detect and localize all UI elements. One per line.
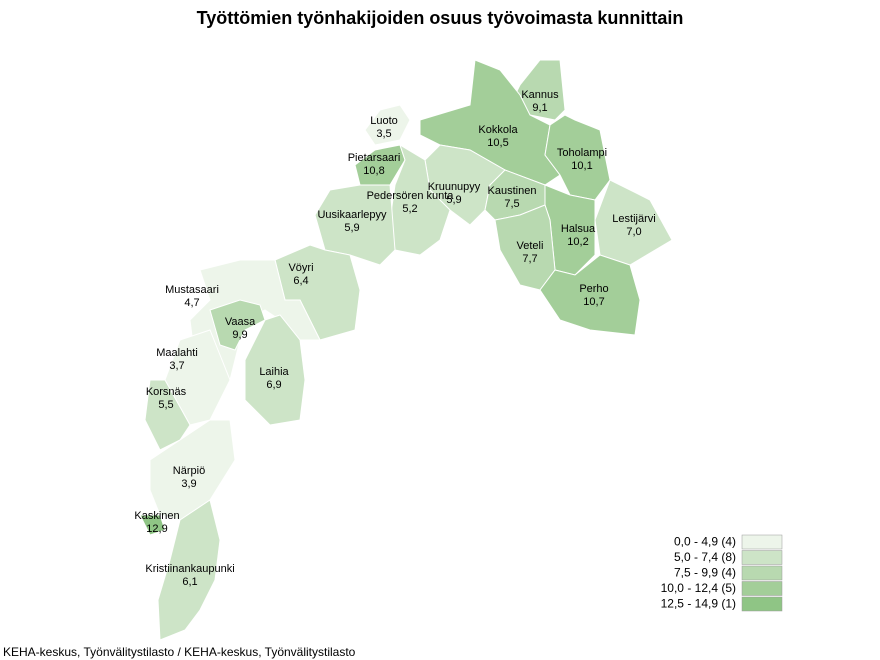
region [157, 499, 221, 641]
region [244, 314, 306, 426]
legend-swatch [741, 596, 783, 612]
region-name: Pedersören kunta [367, 190, 455, 202]
region-name: Maalahti [156, 347, 198, 359]
region-value: 5,9 [446, 194, 461, 206]
region-name: Halsua [561, 223, 596, 235]
region-value: 10,2 [567, 236, 588, 248]
legend-label: 12,5 - 14,9 (1) [661, 597, 736, 611]
region-value: 10,1 [571, 160, 592, 172]
region-value: 5,9 [344, 222, 359, 234]
region-value: 6,4 [293, 275, 308, 287]
map-title: Työttömien työnhakijoiden osuus työvoima… [197, 8, 684, 28]
legend-label: 10,0 - 12,4 (5) [661, 581, 736, 595]
region-name: Kruunupyy [428, 181, 481, 193]
region-name: Toholampi [557, 147, 607, 159]
region-name: Perho [579, 283, 608, 295]
region-value: 3,7 [169, 360, 184, 372]
region-name: Pietarsaari [348, 152, 401, 164]
region-name: Laihia [259, 366, 289, 378]
region-value: 7,7 [522, 253, 537, 265]
region-value: 10,7 [583, 296, 604, 308]
region-value: 5,2 [402, 203, 417, 215]
region-name: Närpiö [173, 465, 205, 477]
region-name: Kristiinankaupunki [145, 563, 234, 575]
legend-swatch [741, 550, 783, 565]
region-value: 9,9 [232, 329, 247, 341]
region-name: Vaasa [225, 316, 256, 328]
region-name: Mustasaari [165, 284, 219, 296]
region-value: 6,1 [182, 576, 197, 588]
region [139, 514, 166, 536]
region [364, 104, 411, 146]
region [314, 184, 396, 266]
region [149, 419, 236, 521]
region-value: 10,8 [363, 165, 384, 177]
source: KEHA-keskus, Työnvälitystilasto / KEHA-k… [3, 645, 356, 659]
region-name: Kokkola [478, 124, 518, 136]
legend-swatch [741, 581, 783, 596]
region-name: Kannus [521, 89, 559, 101]
region-name: Uusikaarlepyy [317, 209, 387, 221]
region-name: Vöyri [288, 262, 313, 274]
region-name: Luoto [370, 115, 398, 127]
region-name: Kaustinen [488, 185, 537, 197]
region-value: 7,5 [504, 198, 519, 210]
region-value: 6,9 [266, 379, 281, 391]
region [209, 299, 266, 351]
region-name: Kaskinen [134, 510, 179, 522]
region [539, 254, 641, 336]
legend-swatch [741, 565, 783, 581]
region-value: 3,5 [376, 128, 391, 140]
region-value: 10,5 [487, 137, 508, 149]
legend-swatch [741, 534, 783, 550]
region-value: 4,7 [184, 297, 199, 309]
legend-label: 0,0 - 4,9 (4) [674, 535, 736, 549]
region-value: 5,5 [158, 399, 173, 411]
legend-label: 7,5 - 9,9 (4) [674, 566, 736, 580]
region-value: 3,9 [181, 478, 196, 490]
legend-label: 5,0 - 7,4 (8) [674, 550, 736, 564]
region-name: Lestijärvi [612, 213, 655, 225]
region-name: Veteli [517, 240, 544, 252]
region [389, 143, 451, 256]
region-value: 12,9 [146, 523, 167, 535]
region [544, 114, 611, 201]
region-value: 7,0 [626, 226, 641, 238]
region-value: 9,1 [532, 102, 547, 114]
region-name: Korsnäs [146, 386, 187, 398]
